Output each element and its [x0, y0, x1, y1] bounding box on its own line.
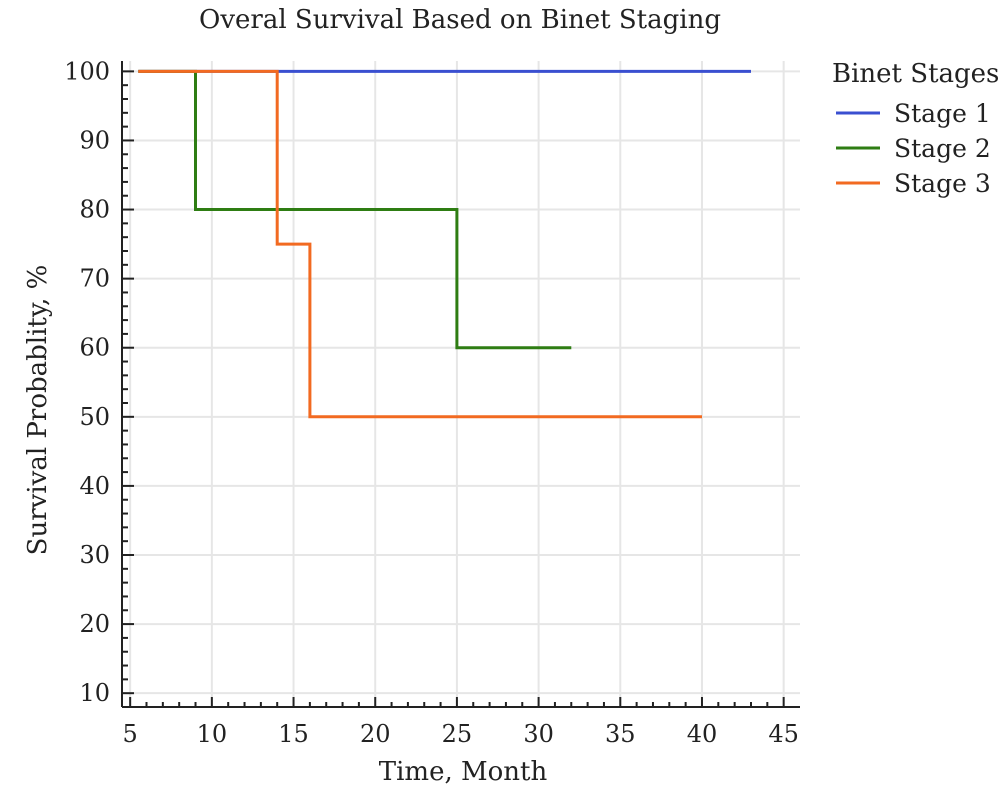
- axes: [121, 61, 800, 708]
- y-tick-label: 80: [79, 196, 110, 224]
- x-ticks: 5 10 15 20 25 30 35 40 45: [123, 697, 799, 748]
- x-tick-label: 40: [687, 720, 718, 748]
- y-tick-label: 60: [79, 334, 110, 362]
- x-tick-label: 20: [360, 720, 391, 748]
- x-axis-label: Time, Month: [379, 757, 548, 787]
- x-tick-label: 25: [442, 720, 473, 748]
- x-tick-label: 5: [123, 720, 138, 748]
- y-tick-label: 100: [64, 57, 110, 85]
- y-tick-label: 20: [79, 610, 110, 638]
- y-tick-label: 10: [79, 679, 110, 707]
- legend-label-stage-1: Stage 1: [894, 99, 991, 128]
- y-axis-label: Survival Probablity, %: [23, 265, 53, 556]
- chart-title: Overal Survival Based on Binet Staging: [199, 5, 721, 35]
- grid: [122, 61, 800, 707]
- y-tick-label: 50: [79, 403, 110, 431]
- legend-label-stage-3: Stage 3: [894, 169, 991, 198]
- y-tick-label: 90: [79, 126, 110, 154]
- x-tick-label: 35: [605, 720, 636, 748]
- legend-label-stage-2: Stage 2: [894, 134, 991, 163]
- x-tick-label: 15: [278, 720, 309, 748]
- y-tick-label: 30: [79, 541, 110, 569]
- legend: Binet Stages Stage 1 Stage 2 Stage 3: [832, 59, 999, 198]
- y-ticks: 10 20 30 40 50 60 70 80 90 100: [64, 57, 134, 707]
- y-tick-label: 40: [79, 472, 110, 500]
- x-tick-label: 45: [768, 720, 799, 748]
- series-layer: [138, 69, 751, 419]
- y-tick-label: 70: [79, 265, 110, 293]
- series-line-stage-3: [138, 69, 702, 419]
- legend-title: Binet Stages: [832, 59, 999, 89]
- x-tick-label: 10: [197, 720, 228, 748]
- x-tick-label: 30: [523, 720, 554, 748]
